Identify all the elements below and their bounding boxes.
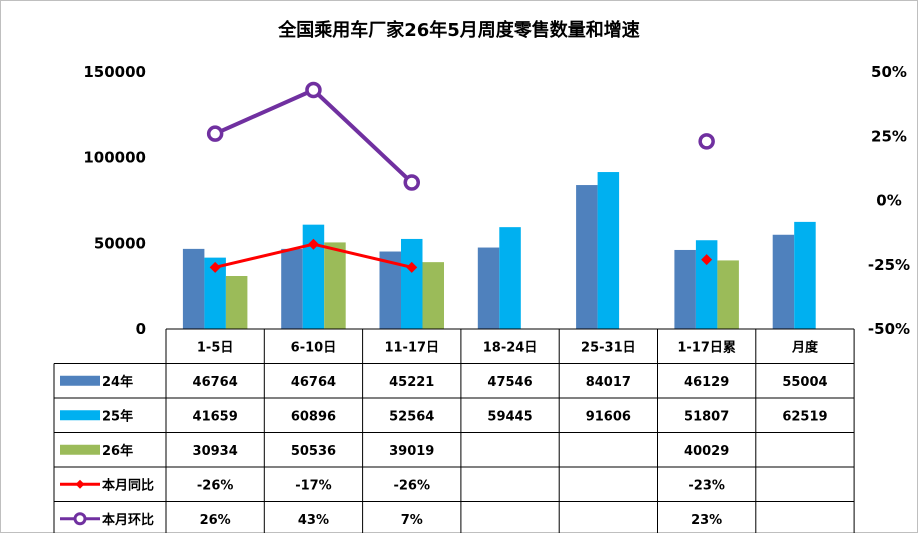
legend-label-26年: 26年 bbox=[102, 443, 133, 459]
legend-key-26年 bbox=[60, 444, 100, 455]
bar-25年-6-10日 bbox=[302, 224, 325, 329]
bar-26年-1-17日累 bbox=[717, 260, 739, 329]
category-label: 1-17日累 bbox=[677, 339, 736, 355]
data-label-24年-1-17日累: 46129 bbox=[684, 375, 729, 390]
bar-25年-月度 bbox=[794, 221, 816, 329]
point-本月环比-1-17日累 bbox=[698, 133, 715, 150]
point-本月同比-11-17日 bbox=[406, 261, 418, 273]
bar-24年-6-10日 bbox=[281, 248, 303, 329]
line-segment-本月同比 bbox=[311, 242, 414, 269]
right-axis-tick-label: 50% bbox=[871, 63, 907, 81]
category-label: 6-10日 bbox=[291, 340, 337, 355]
line-segment-本月同比 bbox=[213, 242, 315, 269]
bar-26年-6-10日 bbox=[324, 242, 346, 329]
point-本月同比-1-5日 bbox=[209, 261, 221, 273]
data-label-本月环比-6-10日: 43% bbox=[298, 513, 329, 528]
point-本月同比-6-10日 bbox=[307, 238, 319, 250]
legend-key-25年 bbox=[60, 410, 100, 421]
data-label-24年-11-17日: 45221 bbox=[389, 375, 434, 390]
left-axis-tick-label: 100000 bbox=[83, 149, 146, 167]
category-label: 18-24日 bbox=[483, 340, 538, 355]
bar-24年-11-17日 bbox=[379, 251, 401, 329]
left-axis-tick-label: 150000 bbox=[83, 63, 146, 81]
bar-24年-月度 bbox=[772, 234, 795, 329]
category-label: 1-5日 bbox=[197, 340, 234, 355]
bar-25年-25-31日 bbox=[597, 172, 620, 329]
right-axis-tick-label: -50% bbox=[868, 320, 910, 338]
data-label-本月环比-11-17日: 7% bbox=[401, 513, 423, 528]
data-label-本月同比-11-17日: -26% bbox=[393, 478, 430, 493]
data-label-本月同比-1-17日累: -23% bbox=[688, 478, 725, 493]
legend-label-25年: 25年 bbox=[102, 408, 133, 424]
data-label-26年-6-10日: 50536 bbox=[291, 444, 336, 459]
chart-title: 全国乘用车厂家26年5月周度零售数量和增速 bbox=[278, 20, 640, 41]
bar-25年-1-5日 bbox=[204, 257, 226, 329]
right-axis-tick-label: 0% bbox=[876, 192, 901, 210]
data-label-26年-1-17日累: 40029 bbox=[684, 444, 729, 459]
bar-25年-18-24日 bbox=[499, 227, 521, 329]
legend-label-本月环比: 本月环比 bbox=[102, 512, 154, 528]
point-本月环比-11-17日 bbox=[403, 174, 420, 191]
line-segment-本月环比 bbox=[213, 87, 316, 136]
point-本月环比-6-10日 bbox=[305, 81, 322, 99]
point-本月同比-1-17日累 bbox=[701, 254, 713, 266]
right-axis-tick-label: 25% bbox=[871, 127, 907, 145]
bar-26年-11-17日 bbox=[422, 262, 444, 329]
bar-24年-25-31日 bbox=[576, 185, 598, 329]
category-label: 11-17日 bbox=[384, 340, 439, 355]
left-axis-tick-label: 50000 bbox=[94, 234, 146, 252]
data-label-25年-11-17日: 52564 bbox=[389, 409, 434, 424]
left-axis-tick-label: 0 bbox=[136, 320, 146, 338]
right-axis-tick-label: -25% bbox=[868, 256, 910, 274]
legend-label-24年: 24年 bbox=[102, 374, 133, 390]
data-label-本月同比-1-5日: -26% bbox=[197, 478, 234, 493]
data-label-26年-11-17日: 39019 bbox=[389, 444, 434, 459]
bar-25年-1-17日累 bbox=[695, 240, 718, 329]
data-label-25年-月度: 62519 bbox=[782, 409, 827, 424]
category-label: 月度 bbox=[791, 339, 819, 355]
legend-key-marker-本月同比 bbox=[75, 479, 85, 489]
data-label-25年-18-24日: 59445 bbox=[487, 409, 532, 424]
data-label-24年-6-10日: 46764 bbox=[291, 375, 336, 390]
legend-label-本月同比: 本月同比 bbox=[102, 477, 154, 493]
data-label-24年-月度: 55004 bbox=[782, 375, 827, 390]
data-label-本月环比-1-17日累: 23% bbox=[691, 513, 722, 528]
bar-25年-11-17日 bbox=[401, 238, 423, 329]
bar-26年-1-5日 bbox=[225, 275, 248, 329]
data-label-25年-1-17日累: 51807 bbox=[684, 409, 729, 424]
data-label-24年-25-31日: 84017 bbox=[586, 375, 631, 390]
data-label-25年-1-5日: 41659 bbox=[193, 409, 238, 424]
bar-24年-1-17日累 bbox=[674, 249, 696, 329]
data-label-26年-1-5日: 30934 bbox=[193, 444, 238, 459]
category-label: 25-31日 bbox=[581, 340, 636, 355]
data-label-25年-6-10日: 60896 bbox=[291, 409, 336, 424]
data-label-本月环比-1-5日: 26% bbox=[200, 513, 231, 528]
line-segment-本月环比 bbox=[311, 87, 414, 185]
data-label-25年-25-31日: 91606 bbox=[586, 409, 631, 424]
legend-key-marker-本月环比 bbox=[73, 512, 87, 526]
data-label-24年-18-24日: 47546 bbox=[487, 375, 532, 390]
point-本月环比-1-5日 bbox=[206, 125, 224, 142]
bar-24年-1-5日 bbox=[182, 248, 205, 329]
bar-24年-18-24日 bbox=[477, 247, 500, 329]
data-label-24年-1-5日: 46764 bbox=[193, 375, 238, 390]
legend-key-24年 bbox=[60, 375, 100, 386]
data-label-本月同比-6-10日: -17% bbox=[295, 478, 332, 493]
